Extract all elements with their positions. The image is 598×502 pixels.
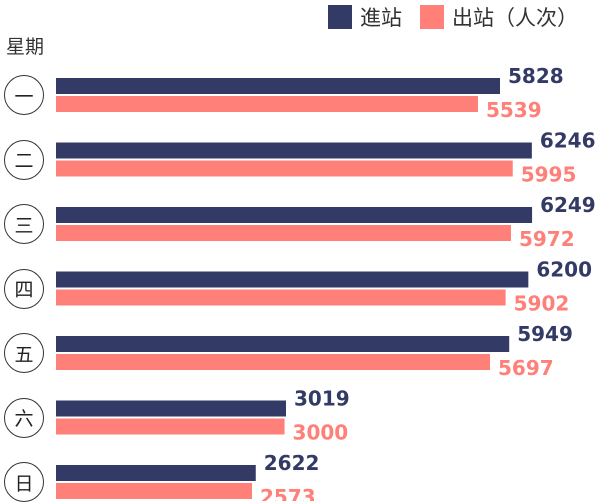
bar [56,142,532,159]
legend: 進站 出站（人次） [328,2,596,32]
legend-item-exit: 出站（人次） [420,2,578,32]
bar [56,96,478,112]
data-label: 3000 [293,421,349,445]
data-label: 2573 [260,485,316,501]
bar [56,465,256,481]
bar [56,207,533,223]
data-label: 6249 [540,193,596,217]
legend-swatch-entry [328,5,352,29]
data-label: 5902 [514,292,570,316]
data-label: 5697 [498,356,554,380]
legend-label-exit: 出站（人次） [452,6,578,30]
bar [56,336,510,352]
bar [56,483,253,499]
bar [56,354,491,370]
bar [56,160,513,177]
bar [56,289,506,306]
category-label: 三 [4,204,44,244]
bar [56,78,500,94]
data-label: 2622 [264,451,320,475]
data-label: 5828 [508,64,564,88]
data-label: 6200 [536,258,592,282]
legend-swatch-exit [420,5,444,29]
bar [56,400,286,417]
category-label: 六 [4,397,44,438]
data-label: 5995 [521,163,577,187]
category-label: 一 [4,75,44,115]
data-label: 6246 [540,129,596,153]
category-label: 二 [4,139,44,180]
data-label: 5539 [486,98,542,122]
category-label: 五 [4,333,44,373]
y-axis-label: 星期 [6,36,45,58]
bar [56,271,529,288]
data-label: 5972 [519,227,575,251]
bar [56,418,285,435]
legend-label-entry: 進站 [360,6,402,30]
bar [56,225,511,241]
category-label: 四 [4,268,44,309]
data-label: 5949 [517,322,573,346]
legend-item-entry: 進站 [328,2,402,32]
category-label: 日 [4,462,44,502]
data-label: 3019 [294,387,350,411]
